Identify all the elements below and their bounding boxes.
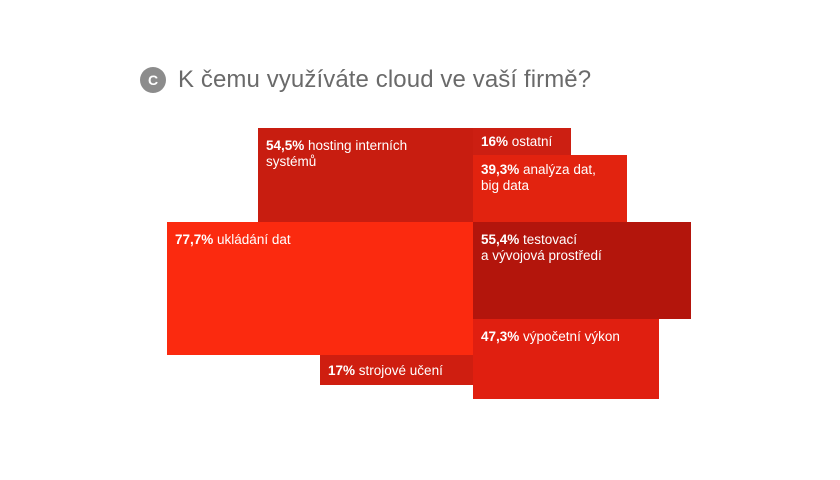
tile-hosting-value: 54,5% <box>266 138 309 153</box>
tile-vykon-label: výpočetní výkon <box>523 329 620 344</box>
chart-header: C K čemu využíváte cloud ve vaší firmě? <box>140 66 591 94</box>
tile-ostatni-value: 16% <box>481 134 512 149</box>
tile-strojove-value: 17% <box>328 363 359 378</box>
tile-testovaci-value: 55,4% <box>481 232 524 247</box>
tile-vykon: 47,3% výpočetní výkon <box>473 319 659 399</box>
tile-ukladani: 77,7% ukládání dat <box>167 222 473 355</box>
tile-testovaci-label: testovací a vývojová prostředí <box>481 232 602 263</box>
tile-ukladani-label: ukládání dat <box>217 232 291 247</box>
tile-ukladani-value: 77,7% <box>175 232 218 247</box>
tile-analyza-value: 39,3% <box>481 162 524 177</box>
tile-ostatni: 16% ostatní <box>473 128 571 155</box>
section-badge: C <box>140 67 166 93</box>
tile-analyza-label: analýza dat, big data <box>481 162 596 193</box>
tile-vykon-value: 47,3% <box>481 329 524 344</box>
tile-strojove: 17% strojové učení <box>320 355 473 385</box>
tile-testovaci: 55,4% testovací a vývojová prostředí <box>473 222 691 319</box>
tile-hosting-label: hosting interních systémů <box>266 138 408 169</box>
tile-analyza: 39,3% analýza dat, big data <box>473 155 627 222</box>
tile-ostatni-label: ostatní <box>511 134 553 149</box>
tile-hosting: 54,5% hosting interních systémů <box>258 128 473 222</box>
chart-title: K čemu využíváte cloud ve vaší firmě? <box>178 66 592 93</box>
tile-strojove-label: strojové učení <box>358 363 443 378</box>
